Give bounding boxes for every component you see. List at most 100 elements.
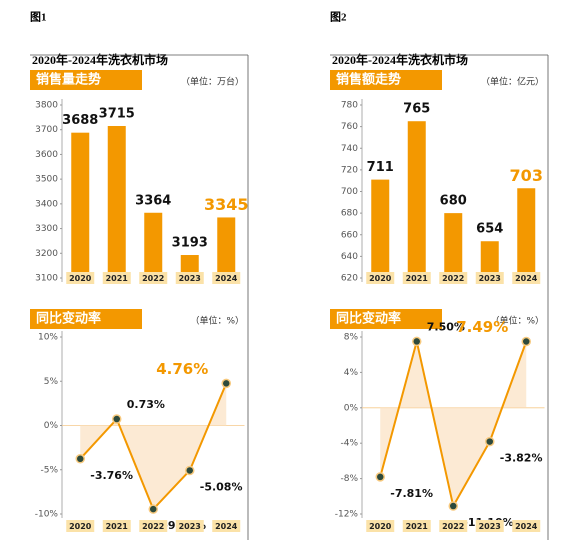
bar	[444, 213, 463, 278]
value-label: 680	[440, 194, 467, 209]
x-tick-label: 2023	[179, 522, 201, 531]
y-tick-label: 5%	[44, 377, 59, 387]
y-tick-label: 4%	[344, 368, 359, 378]
point	[485, 436, 495, 447]
unit-label: （单位：亿元）	[481, 76, 544, 88]
year-box	[512, 272, 541, 284]
value-label: 3193	[172, 236, 208, 251]
x-tick-label: 2022	[142, 274, 164, 283]
x-tick-label: 2021	[406, 274, 429, 283]
y-tick-label: -12%	[335, 510, 359, 520]
x-tick-label: 2022	[442, 274, 464, 283]
y-tick-label: 3600	[35, 150, 58, 160]
unit-label: （单位：%）	[490, 315, 544, 327]
x-tick-label: 2021	[406, 522, 429, 531]
section-box	[30, 309, 142, 329]
year-box	[402, 272, 431, 284]
y-tick-label: 3200	[35, 249, 58, 259]
y-tick-label: 680	[341, 209, 358, 219]
year-box	[512, 520, 541, 532]
section-box	[330, 309, 442, 329]
y-tick-label: 3500	[35, 175, 58, 185]
point	[412, 336, 422, 347]
figure-label: 图1	[30, 11, 47, 24]
value-label: 4.76%	[156, 360, 208, 378]
y-tick-label: 3100	[35, 274, 58, 284]
x-tick-label: 2023	[179, 274, 201, 283]
x-tick-label: 2024	[515, 522, 538, 531]
bar	[371, 179, 390, 278]
x-tick-label: 2021	[106, 522, 129, 531]
value-label: -3.82%	[500, 452, 543, 465]
y-tick-label: 700	[341, 187, 358, 197]
year-box	[402, 520, 431, 532]
year-box	[175, 520, 204, 532]
area	[80, 383, 227, 510]
y-tick-label: 660	[341, 230, 358, 240]
y-tick-label: 640	[341, 252, 358, 262]
y-tick-label: 780	[341, 101, 358, 111]
value-label: -7.81%	[390, 487, 433, 500]
year-box	[439, 272, 468, 284]
y-tick-label: 0%	[344, 403, 359, 413]
value-label: 765	[403, 102, 430, 117]
y-tick-label: 740	[341, 144, 358, 154]
area	[380, 341, 527, 507]
point	[221, 378, 231, 389]
bar	[517, 188, 536, 278]
point	[375, 472, 385, 482]
y-tick-label: 3300	[35, 224, 58, 234]
year-box	[102, 520, 131, 532]
value-label: 7.50%	[427, 320, 465, 333]
y-tick-label: -10%	[35, 510, 59, 520]
point	[521, 336, 531, 347]
x-tick-label: 2020	[369, 274, 392, 283]
x-tick-label: 2024	[215, 274, 238, 283]
section-title: 销售额走势	[336, 72, 401, 88]
year-box	[66, 520, 95, 532]
x-tick-label: 2020	[69, 522, 92, 531]
point	[148, 504, 158, 514]
y-tick-label: -8%	[340, 474, 358, 484]
x-tick-label: 2023	[479, 274, 501, 283]
section-title: 同比变动率	[336, 311, 401, 327]
year-box	[212, 272, 241, 284]
value-label: 3364	[135, 193, 171, 208]
x-tick-label: 2021	[106, 274, 129, 283]
value-label: 0.73%	[127, 398, 165, 411]
year-box	[366, 272, 395, 284]
figure-label: 图2	[330, 11, 347, 24]
value-label: -5.08%	[200, 480, 243, 493]
value-label: 3715	[99, 107, 135, 122]
section-title: 同比变动率	[36, 311, 101, 327]
year-box	[102, 272, 131, 284]
value-label: 703	[510, 166, 543, 185]
chart-title: 2020年-2024年洗衣机市场	[332, 52, 468, 67]
unit-label: （单位：万台）	[181, 76, 244, 88]
section-box	[330, 70, 442, 90]
y-tick-label: 3400	[35, 199, 58, 209]
point	[448, 501, 458, 511]
y-tick-label: 720	[341, 165, 358, 175]
unit-label: （单位：%）	[190, 315, 244, 327]
value-label: 3345	[204, 195, 249, 214]
year-box	[475, 520, 504, 532]
x-tick-label: 2022	[442, 522, 464, 531]
year-box	[212, 520, 241, 532]
year-box	[139, 520, 168, 532]
year-box	[439, 520, 468, 532]
y-tick-label: 8%	[344, 333, 359, 343]
bar	[144, 212, 163, 278]
year-box	[475, 272, 504, 284]
year-box	[139, 272, 168, 284]
y-tick-label: -4%	[340, 439, 358, 449]
y-tick-label: -5%	[40, 465, 58, 475]
point	[185, 465, 195, 476]
bar	[407, 121, 426, 278]
year-box	[66, 272, 95, 284]
y-tick-label: 10%	[38, 333, 58, 343]
x-tick-label: 2023	[479, 522, 501, 531]
bar	[71, 132, 90, 278]
y-tick-label: 620	[341, 274, 358, 284]
